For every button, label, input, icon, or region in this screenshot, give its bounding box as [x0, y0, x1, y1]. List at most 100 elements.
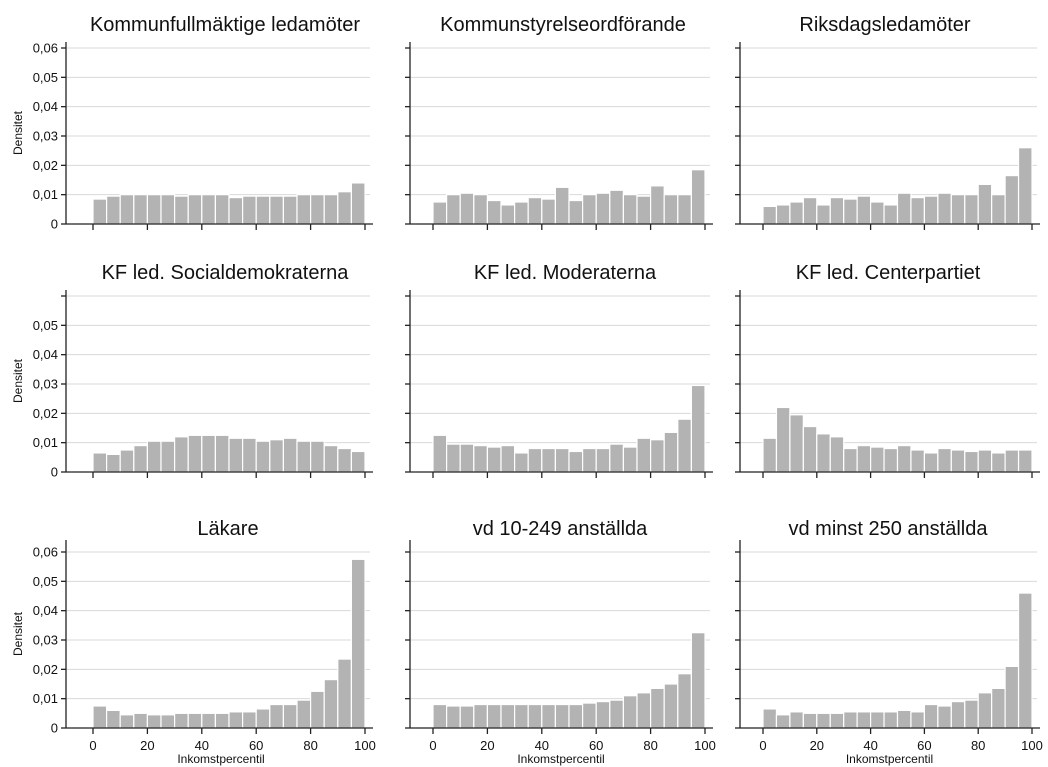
- histogram-bar: [187, 712, 203, 729]
- histogram-bar: [255, 440, 271, 473]
- panel-5: KF led. Moderaterna: [405, 262, 713, 478]
- histogram-bar: [883, 711, 899, 729]
- panel-title: KF led. Socialdemokraterna: [102, 262, 350, 284]
- histogram-bar: [869, 201, 885, 225]
- histogram-bar: [119, 714, 135, 729]
- histogram-bar: [146, 440, 162, 473]
- x-tick-label: 80: [303, 738, 317, 753]
- histogram-bar: [843, 447, 858, 473]
- panel-6: KF led. Centerpartiet: [735, 262, 1040, 478]
- histogram-bar: [609, 443, 624, 473]
- histogram-bar: [829, 197, 845, 225]
- histogram-bar: [789, 201, 804, 225]
- histogram-bar: [1004, 665, 1020, 729]
- histogram-bar: [1004, 449, 1020, 473]
- histogram-bar: [991, 452, 1006, 473]
- histogram-bar: [581, 702, 597, 729]
- y-tick-label: 0,02: [33, 158, 58, 173]
- histogram-bar: [446, 705, 461, 729]
- y-axis-label: Densitet: [11, 611, 25, 656]
- histogram-bar: [869, 446, 885, 473]
- y-tick-label: 0: [51, 465, 58, 480]
- panel-title: Riksdagsledamöter: [799, 14, 971, 36]
- histogram-bar: [160, 714, 176, 729]
- histogram-bar: [856, 445, 872, 473]
- histogram-bar: [923, 195, 939, 225]
- y-tick-label: 0,05: [33, 70, 58, 85]
- histogram-bar: [910, 711, 926, 729]
- x-axis-label: Inkomstpercentil: [846, 752, 933, 766]
- histogram-bar: [923, 452, 939, 473]
- histogram-bar: [541, 447, 556, 473]
- histogram-bar: [513, 703, 529, 729]
- histogram-bar: [1017, 592, 1033, 729]
- histogram-bar: [762, 708, 778, 729]
- histogram-bar: [527, 703, 543, 729]
- x-tick-label: 60: [917, 738, 931, 753]
- histogram-bar: [856, 711, 872, 729]
- histogram-bar: [119, 449, 135, 473]
- histogram-bar: [802, 197, 818, 225]
- histogram-bar: [609, 189, 624, 225]
- panel-title: Kommunfullmäktige ledamöter: [90, 14, 360, 36]
- y-tick-label: 0: [51, 721, 58, 736]
- histogram-bar: [459, 443, 475, 473]
- histogram-bar: [296, 440, 312, 473]
- x-tick-label: 0: [759, 738, 766, 753]
- x-axis-label: Inkomstpercentil: [517, 752, 604, 766]
- histogram-bar: [609, 699, 624, 729]
- histogram-bar: [133, 445, 149, 473]
- histogram-bar: [636, 195, 652, 225]
- histogram-bar: [896, 709, 912, 729]
- histogram-bar: [950, 194, 966, 225]
- histogram-bar: [446, 443, 461, 473]
- x-tick-label: 20: [480, 738, 494, 753]
- histogram-bar: [432, 201, 448, 225]
- histogram-bar: [92, 705, 108, 729]
- histogram-bar: [636, 437, 652, 473]
- histogram-bar: [991, 194, 1006, 225]
- x-tick-label: 100: [354, 738, 376, 753]
- histogram-bar: [581, 194, 597, 225]
- panel-title: KF led. Centerpartiet: [796, 262, 981, 284]
- histogram-bar: [133, 194, 149, 225]
- histogram-bar: [310, 194, 325, 225]
- histogram-bar: [816, 204, 831, 225]
- histogram-bar: [174, 712, 189, 729]
- histogram-bar: [1017, 147, 1033, 225]
- histogram-bar: [432, 703, 448, 729]
- histogram-bar: [160, 440, 176, 473]
- histogram-bar: [856, 195, 872, 225]
- panel-title: Läkare: [197, 518, 258, 540]
- x-tick-label: 60: [249, 738, 263, 753]
- y-tick-label: 0,04: [33, 603, 58, 618]
- histogram-bar: [789, 711, 804, 729]
- histogram-bar: [649, 185, 665, 225]
- histogram-bar: [527, 447, 543, 473]
- histogram-bar: [146, 194, 162, 225]
- histogram-bar: [201, 434, 217, 473]
- histogram-bar: [174, 195, 189, 225]
- histogram-bar: [214, 434, 230, 473]
- histogram-bar: [677, 418, 692, 473]
- histogram-bar: [762, 437, 778, 473]
- histogram-bar: [133, 712, 149, 729]
- histogram-bar: [554, 186, 570, 225]
- histogram-bar: [228, 711, 244, 729]
- histogram-bar: [937, 447, 952, 473]
- x-tick-label: 20: [810, 738, 824, 753]
- histogram-bar: [883, 204, 899, 225]
- histogram-bar: [446, 194, 461, 225]
- histogram-bar: [568, 703, 584, 729]
- histogram-bar: [513, 201, 529, 225]
- histogram-bar: [622, 695, 638, 729]
- histogram-bar: [581, 447, 597, 473]
- y-tick-label: 0,02: [33, 662, 58, 677]
- histogram-bar: [255, 708, 271, 729]
- histogram-bar: [350, 182, 366, 225]
- x-tick-label: 0: [89, 738, 96, 753]
- histogram-bar: [775, 406, 791, 473]
- histogram-bar: [1017, 449, 1033, 473]
- y-tick-label: 0,01: [33, 187, 58, 202]
